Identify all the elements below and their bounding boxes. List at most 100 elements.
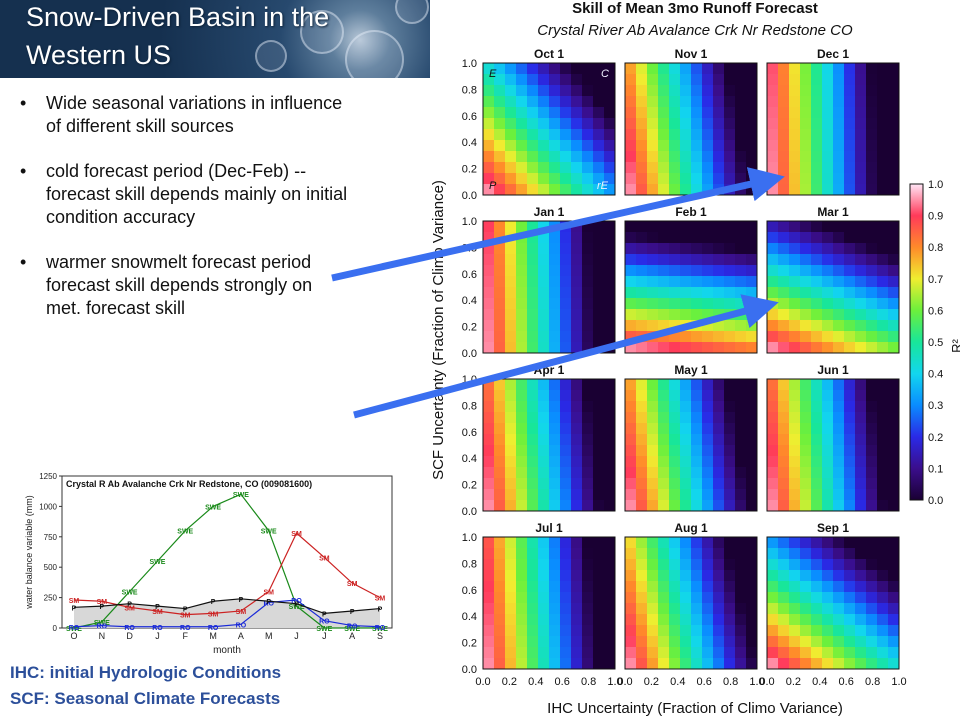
heatmap-cell	[800, 647, 812, 659]
heatmap-cell	[691, 614, 703, 626]
heatmap-cell	[866, 298, 878, 310]
heatmap-cell	[560, 412, 572, 424]
heatmap-cell	[888, 412, 900, 424]
heatmap-cell	[669, 445, 681, 457]
heatmap-cell	[483, 118, 495, 130]
heatmap-cell	[669, 173, 681, 185]
heatmap-cell	[746, 559, 758, 571]
heatmap-cell	[538, 489, 550, 501]
heatmap-cell	[604, 162, 616, 174]
heatmap-cell	[604, 151, 616, 163]
heatmap-cell	[593, 221, 605, 233]
heatmap-cell	[647, 445, 659, 457]
heatmap-cell	[789, 467, 801, 479]
heatmap-cell	[647, 658, 659, 670]
heatmap-cell	[647, 243, 659, 255]
heatmap-cell	[778, 548, 790, 560]
heatmap-cell	[658, 401, 670, 413]
heatmap-cell	[811, 390, 823, 402]
heatmap-cell	[669, 647, 681, 659]
heatmap-cell	[604, 647, 616, 659]
heatmap-cell	[767, 592, 779, 604]
heatmap-cell	[625, 85, 637, 97]
heatmap-cell	[593, 548, 605, 560]
heatmap-cell	[702, 342, 714, 354]
heatmap-cell	[625, 107, 637, 119]
heatmap-cell	[877, 401, 889, 413]
heatmap-cell	[866, 423, 878, 435]
heatmap-cell	[811, 467, 823, 479]
heatmap-cell	[724, 254, 736, 266]
heatmap-cell	[691, 254, 703, 266]
heatmap-cell	[549, 614, 561, 626]
heatmap-cell	[877, 570, 889, 582]
heatmap-cell	[844, 243, 856, 255]
heatmap-cell	[735, 390, 747, 402]
heatmap-cell	[658, 74, 670, 86]
heatmap-cell	[735, 478, 747, 490]
heatmap-cell	[538, 401, 550, 413]
heatmap-cell	[538, 412, 550, 424]
series-point-label: SM	[263, 590, 274, 597]
heatmap-cell	[604, 232, 616, 244]
heatmap-cell	[778, 412, 790, 424]
x-tick-label: 0.6	[839, 676, 854, 688]
colorbar-tick-label: 0.5	[928, 337, 943, 349]
heatmap-cell	[833, 423, 845, 435]
colorbar-label: R²	[949, 338, 960, 352]
heatmap-cell	[571, 243, 583, 255]
heatmap-cell	[833, 500, 845, 512]
heatmap-cell	[560, 467, 572, 479]
heatmap-cell	[483, 85, 495, 97]
heatmap-cell	[735, 559, 747, 571]
heatmap-cell	[822, 500, 834, 512]
heatmap-cell	[746, 162, 758, 174]
heatmap-cell	[713, 232, 725, 244]
heatmap-cell	[724, 478, 736, 490]
heatmap-cell	[778, 254, 790, 266]
x-tick-label: 0.0	[475, 676, 490, 688]
heatmap-cell	[658, 636, 670, 648]
heatmap-cell	[713, 614, 725, 626]
heatmap-cell	[702, 265, 714, 277]
heatmap-cell	[516, 151, 528, 163]
heatmap-cell	[582, 162, 594, 174]
series-point-label: SWE	[94, 620, 110, 627]
heatmap-cell	[516, 434, 528, 446]
heatmap-cell	[833, 559, 845, 571]
heatmap-cell	[844, 287, 856, 299]
heatmap-cell	[483, 331, 495, 343]
heatmap-cell	[811, 614, 823, 626]
colorbar-tick-label: 0.4	[928, 369, 943, 381]
heatmap-cell	[778, 221, 790, 233]
heatmap-cell	[538, 320, 550, 332]
heatmap-cell	[636, 74, 648, 86]
heatmap-cell	[505, 276, 517, 288]
panel-label: Mar 1	[817, 205, 849, 219]
heatmap-cell	[866, 129, 878, 141]
heatmap-cell	[800, 434, 812, 446]
y-tick-label: 0.0	[462, 664, 477, 676]
heatmap-cell	[855, 331, 867, 343]
heatmap-cell	[647, 478, 659, 490]
heatmap-cell	[636, 456, 648, 468]
heatmap-cell	[625, 636, 637, 648]
x-tick-label: 0.8	[865, 676, 880, 688]
heatmap-cell	[505, 63, 517, 75]
heatmap-cell	[560, 478, 572, 490]
heatmap-cell	[680, 184, 692, 196]
heatmap-cell	[527, 309, 539, 321]
heatmap-cell	[593, 254, 605, 266]
heatmap-cell	[604, 489, 616, 501]
heatmap-cell	[516, 603, 528, 615]
heatmap-cell	[746, 445, 758, 457]
heatmap-cell	[735, 320, 747, 332]
heatmap-cell	[778, 489, 790, 501]
heatmap-cell	[877, 173, 889, 185]
heatmap-cell	[604, 445, 616, 457]
y-tick-label: 0.0	[462, 506, 477, 518]
heatmap-cell	[767, 320, 779, 332]
heatmap-cell	[516, 243, 528, 255]
x-tick-label: 0.8	[723, 676, 738, 688]
heatmap-cell	[702, 287, 714, 299]
